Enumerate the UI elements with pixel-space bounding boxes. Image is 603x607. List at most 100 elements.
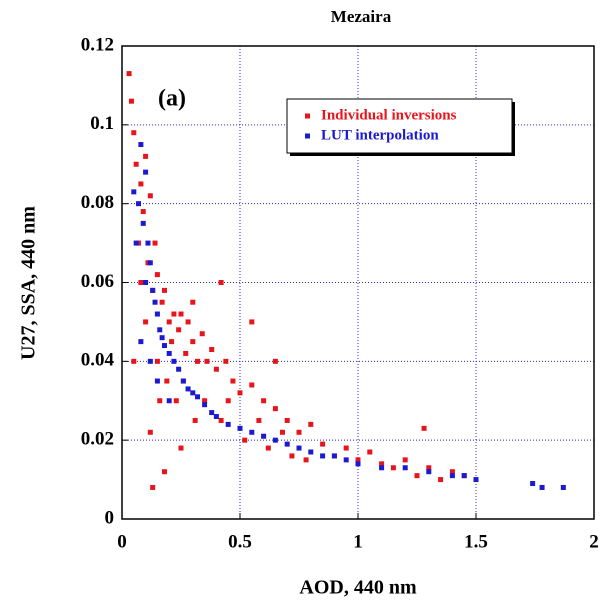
point xyxy=(272,437,278,443)
y-tick-label: 0.08 xyxy=(81,192,114,213)
point xyxy=(296,445,302,451)
point xyxy=(143,153,149,159)
legend-marker xyxy=(305,113,310,119)
point xyxy=(159,299,165,305)
point xyxy=(138,181,144,187)
y-tick-label: 0.04 xyxy=(81,350,115,371)
point xyxy=(204,358,210,364)
point xyxy=(331,453,337,459)
point xyxy=(284,417,290,423)
point xyxy=(183,350,189,356)
point xyxy=(152,299,158,305)
point xyxy=(355,461,361,467)
point xyxy=(402,457,408,463)
point xyxy=(154,272,160,278)
x-tick-label: 2 xyxy=(589,531,599,552)
point xyxy=(185,319,191,325)
point xyxy=(176,327,182,333)
x-tick-label: 1.5 xyxy=(464,531,488,552)
y-axis-label: U27, SSA, 440 nm xyxy=(18,206,40,360)
point xyxy=(279,429,285,435)
point xyxy=(237,425,243,431)
point xyxy=(530,481,536,487)
legend-label: Individual inversions xyxy=(321,107,457,123)
point xyxy=(473,477,479,483)
point xyxy=(171,358,177,364)
point xyxy=(560,484,566,490)
point xyxy=(143,169,149,175)
point xyxy=(138,280,144,285)
point xyxy=(390,465,396,471)
point xyxy=(150,287,156,293)
point xyxy=(379,461,385,467)
point xyxy=(147,260,153,266)
point xyxy=(249,429,255,435)
point xyxy=(190,299,196,305)
point xyxy=(154,311,160,317)
point xyxy=(185,386,191,392)
point xyxy=(199,331,205,337)
x-tick-label: 0 xyxy=(117,531,127,552)
point xyxy=(202,402,208,408)
point xyxy=(289,453,295,459)
point xyxy=(225,421,231,427)
point xyxy=(272,358,278,364)
point xyxy=(140,209,146,215)
y-tick-label: 0.1 xyxy=(90,113,114,134)
point xyxy=(147,193,153,199)
point xyxy=(154,358,160,364)
point xyxy=(261,433,267,439)
legend-label: LUT interpolation xyxy=(321,127,439,143)
point xyxy=(150,484,156,490)
plot-frame xyxy=(121,45,595,520)
point xyxy=(190,390,196,396)
chart-title: Mezaira xyxy=(331,7,392,26)
point xyxy=(133,240,139,246)
point xyxy=(161,287,167,293)
point xyxy=(426,469,432,475)
point xyxy=(159,335,165,341)
point xyxy=(178,445,184,451)
point xyxy=(166,398,172,404)
legend-box xyxy=(286,98,513,154)
point xyxy=(242,437,248,443)
point xyxy=(256,417,262,423)
point xyxy=(140,220,146,226)
point xyxy=(166,350,172,356)
annotation: (a) xyxy=(158,86,186,112)
point xyxy=(284,441,290,447)
point xyxy=(223,358,229,364)
y-tick-label: 0.02 xyxy=(81,429,114,450)
point xyxy=(178,311,184,317)
point xyxy=(133,161,139,167)
point xyxy=(161,469,167,475)
point xyxy=(218,417,224,423)
point xyxy=(343,445,349,451)
point xyxy=(209,410,215,416)
x-axis-label: AOD, 440 nm xyxy=(299,577,417,599)
x-tick-label: 0.5 xyxy=(228,531,252,552)
point xyxy=(209,347,215,353)
legend-marker xyxy=(305,133,310,139)
y-tick-label: 0.12 xyxy=(81,34,114,55)
point xyxy=(161,343,167,349)
point xyxy=(261,398,267,404)
point xyxy=(402,465,408,471)
point xyxy=(131,130,137,136)
point xyxy=(157,398,163,404)
point xyxy=(438,477,444,483)
point xyxy=(320,441,326,447)
point xyxy=(147,358,153,364)
point xyxy=(190,339,196,345)
point xyxy=(213,414,219,420)
point xyxy=(355,457,361,463)
point xyxy=(202,398,208,404)
point xyxy=(171,311,177,317)
point xyxy=(213,366,219,372)
point xyxy=(126,71,132,77)
point xyxy=(138,142,144,148)
point xyxy=(143,319,149,325)
point xyxy=(225,398,231,404)
point xyxy=(147,429,153,435)
point xyxy=(152,240,158,246)
